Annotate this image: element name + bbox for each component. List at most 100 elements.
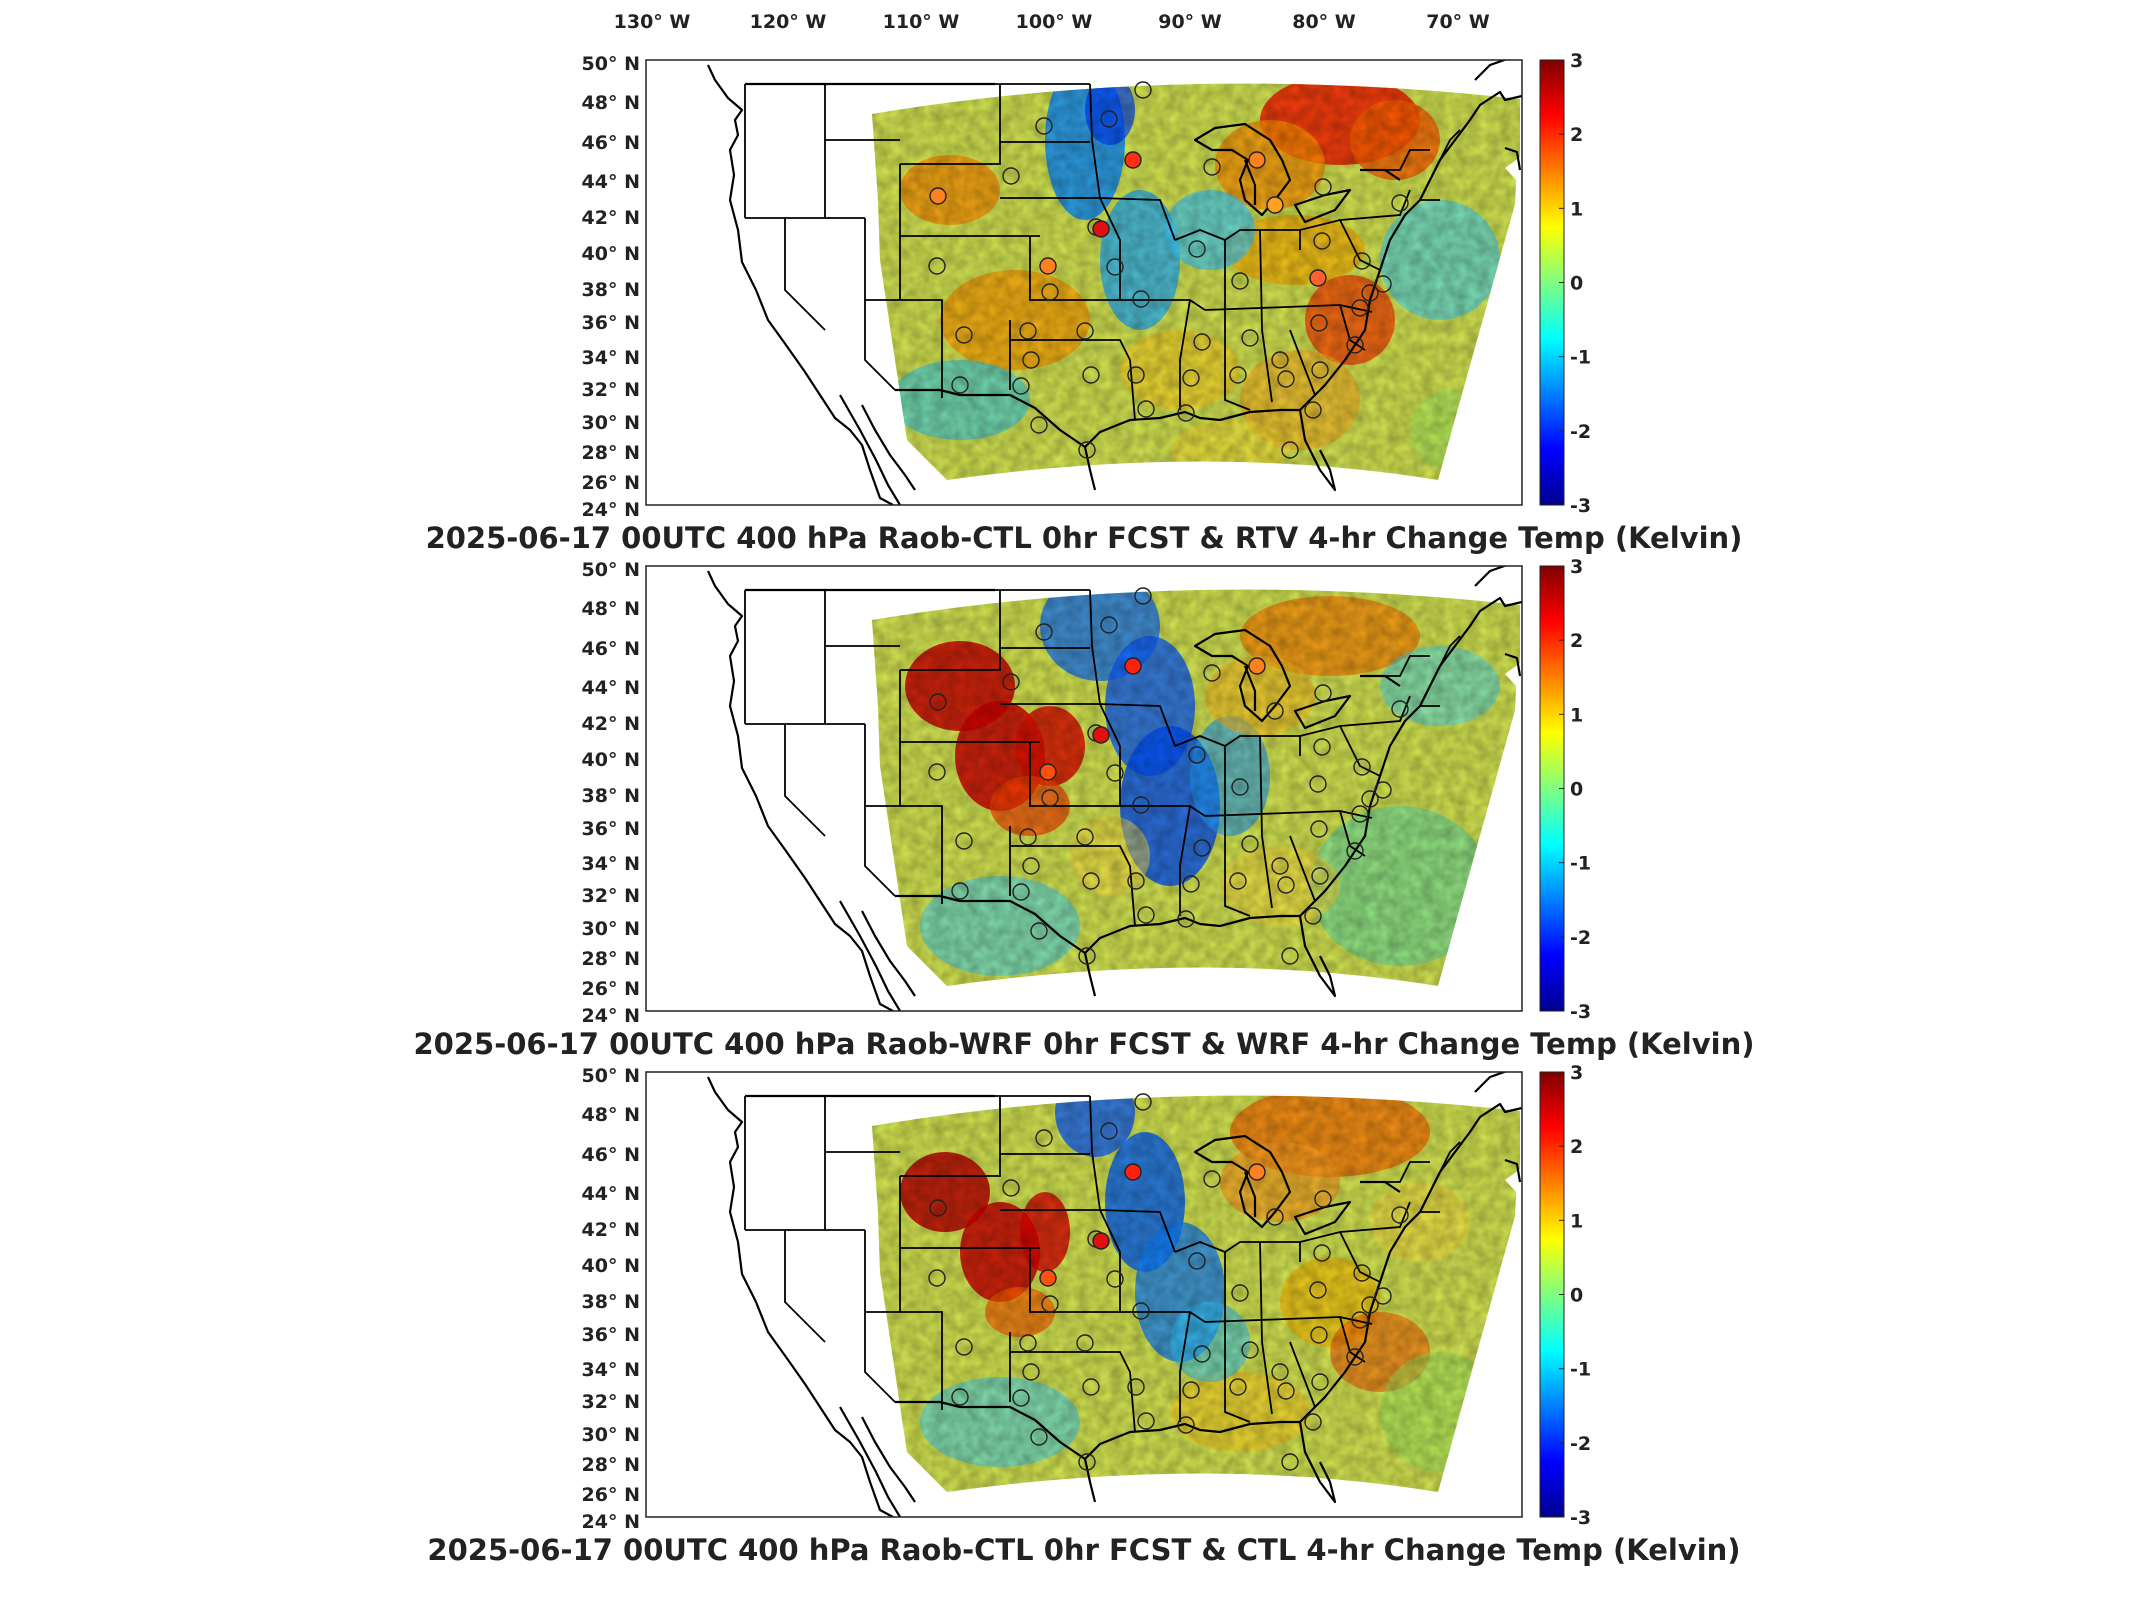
station-marker <box>1281 441 1299 459</box>
station-marker <box>1313 232 1331 250</box>
station-marker <box>1039 1269 1057 1287</box>
map-panel: 50° N 48° N 46° N 44° N 42° N 40° N 38° N 36° N… <box>427 1062 1740 1567</box>
station-marker <box>1313 1244 1331 1262</box>
station-marker-highlight <box>1092 1232 1110 1250</box>
colorbar: 3 2 1 0 -1 -2 -3 <box>1539 556 1591 1023</box>
station-marker <box>1241 1341 1259 1359</box>
station-marker <box>1351 805 1369 823</box>
station-marker <box>1030 922 1048 940</box>
lat-label: 44° N <box>582 1183 640 1205</box>
station-marker <box>951 882 969 900</box>
lat-label: 34° N <box>582 853 640 875</box>
station-marker <box>1127 366 1145 384</box>
lat-label: 24° N <box>582 499 640 521</box>
colorbar-tick-label: 1 <box>1570 1210 1583 1232</box>
lat-label: 38° N <box>582 785 640 807</box>
colorbar-tick-label: -1 <box>1570 853 1591 875</box>
station-marker <box>1035 1129 1053 1147</box>
latitude-labels: 50° N 48° N 46° N 44° N 42° N 40° N 38° N 36° N… <box>582 53 640 521</box>
map-panels: 50° N 48° N 46° N 44° N 42° N 40° N 38° N 36° N… <box>413 50 1754 1567</box>
station-marker <box>1311 1373 1329 1391</box>
station-marker <box>1100 1122 1118 1140</box>
station-marker <box>1266 1208 1284 1226</box>
map-panel: 50° N 48° N 46° N 44° N 42° N 40° N 38° N 36° N… <box>413 556 1754 1061</box>
colorbar-tick-label: 1 <box>1570 198 1583 220</box>
station-marker <box>955 832 973 850</box>
station-marker <box>1241 835 1259 853</box>
colorbar-tick-label: -2 <box>1570 927 1591 949</box>
lat-label: 42° N <box>582 207 640 229</box>
station-marker <box>1134 587 1152 605</box>
station-marker <box>1030 1428 1048 1446</box>
lon-label: 90° W <box>1158 11 1222 33</box>
colorbar-tick-label: 3 <box>1570 556 1583 578</box>
colorbar-tick-label: 0 <box>1570 779 1583 801</box>
lon-label: 100° W <box>1016 11 1093 33</box>
station-marker <box>1346 336 1364 354</box>
station-marker <box>1391 700 1409 718</box>
station-marker <box>1022 1363 1040 1381</box>
station-marker <box>928 763 946 781</box>
colorbar-tick-label: 0 <box>1570 1285 1583 1307</box>
lat-label: 50° N <box>582 559 640 581</box>
station-marker <box>1231 778 1249 796</box>
station-marker <box>1309 269 1327 287</box>
station-marker <box>1193 1345 1211 1363</box>
lat-label: 42° N <box>582 1219 640 1241</box>
station-marker <box>1124 657 1142 675</box>
station-marker <box>1124 1163 1142 1181</box>
temperature-field <box>872 589 1520 986</box>
lat-label: 34° N <box>582 1359 640 1381</box>
station-marker <box>1271 1363 1289 1381</box>
station-marker <box>1132 1302 1150 1320</box>
lat-label: 46° N <box>582 132 640 154</box>
station-marker <box>1193 333 1211 351</box>
station-marker <box>1248 1163 1266 1181</box>
station-marker <box>1106 258 1124 276</box>
lon-label: 120° W <box>750 11 827 33</box>
station-marker <box>1203 158 1221 176</box>
station-marker <box>1277 370 1295 388</box>
station-marker <box>1019 828 1037 846</box>
lat-label: 44° N <box>582 171 640 193</box>
lat-label: 40° N <box>582 243 640 265</box>
station-marker <box>955 326 973 344</box>
station-marker <box>1309 1281 1327 1299</box>
station-marker <box>1127 872 1145 890</box>
colorbar-tick-label: 3 <box>1570 1062 1583 1084</box>
station-marker <box>1353 1264 1371 1282</box>
panel-title: 2025-06-17 00UTC 400 hPa Raob-CTL 0hr FC… <box>426 521 1743 555</box>
station-marker <box>1134 1093 1152 1111</box>
colorbar-tick-label: 3 <box>1570 50 1583 72</box>
station-marker <box>1248 151 1266 169</box>
lat-label: 38° N <box>582 279 640 301</box>
station-marker <box>1076 1334 1094 1352</box>
station-marker <box>1137 1412 1155 1430</box>
lon-label: 70° W <box>1426 11 1490 33</box>
station-marker <box>1082 1378 1100 1396</box>
station-marker <box>1082 872 1100 890</box>
station-marker <box>1353 758 1371 776</box>
station-marker <box>1241 329 1259 347</box>
station-marker <box>1124 151 1142 169</box>
lat-label: 48° N <box>582 1104 640 1126</box>
station-marker <box>1351 1311 1369 1329</box>
colorbar-tick-label: 2 <box>1570 630 1583 652</box>
lat-label: 40° N <box>582 749 640 771</box>
map-panel: 50° N 48° N 46° N 44° N 42° N 40° N 38° N 36° N… <box>426 50 1743 555</box>
station-marker <box>1188 746 1206 764</box>
station-marker <box>1019 1334 1037 1352</box>
colorbar-tick-label: 1 <box>1570 704 1583 726</box>
station-marker <box>1231 272 1249 290</box>
station-marker <box>1229 1378 1247 1396</box>
colorbar-tick-label: -2 <box>1570 1433 1591 1455</box>
station-marker-highlight <box>1092 220 1110 238</box>
station-marker <box>1002 673 1020 691</box>
station-marker <box>1346 1348 1364 1366</box>
colorbar-tick-label: -3 <box>1570 1001 1591 1023</box>
station-marker <box>1281 1453 1299 1471</box>
station-marker <box>1132 796 1150 814</box>
station-marker <box>1203 664 1221 682</box>
lon-label: 110° W <box>883 11 960 33</box>
